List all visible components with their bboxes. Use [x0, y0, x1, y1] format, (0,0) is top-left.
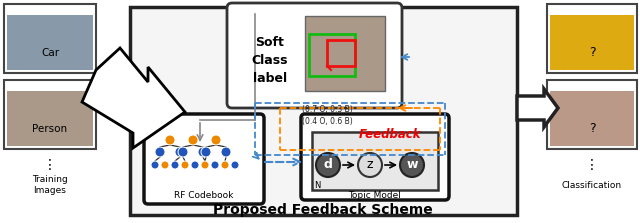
Text: Feedback: Feedback: [358, 128, 421, 142]
Circle shape: [155, 147, 165, 157]
Circle shape: [188, 135, 198, 145]
Circle shape: [221, 147, 231, 157]
Text: ⋮: ⋮: [585, 158, 599, 172]
Text: ?: ?: [589, 122, 595, 136]
Text: RF Codebook: RF Codebook: [174, 192, 234, 200]
Circle shape: [191, 161, 199, 169]
Circle shape: [201, 161, 209, 169]
Bar: [7, 91, 93, 146]
FancyBboxPatch shape: [547, 4, 637, 73]
FancyBboxPatch shape: [130, 7, 517, 215]
Circle shape: [171, 161, 179, 169]
Polygon shape: [82, 48, 185, 148]
Text: N: N: [314, 180, 321, 190]
FancyBboxPatch shape: [547, 80, 637, 149]
Circle shape: [178, 147, 188, 157]
Circle shape: [221, 161, 229, 169]
Circle shape: [201, 147, 211, 157]
Text: Car: Car: [41, 48, 59, 58]
Circle shape: [175, 147, 185, 157]
Text: Topic Model: Topic Model: [349, 190, 401, 200]
FancyBboxPatch shape: [312, 132, 438, 190]
Circle shape: [358, 153, 382, 177]
FancyBboxPatch shape: [4, 80, 96, 149]
Text: Classification: Classification: [562, 180, 622, 190]
Text: ?: ?: [589, 47, 595, 60]
Circle shape: [198, 147, 208, 157]
Text: Training
Images: Training Images: [32, 175, 68, 195]
FancyArrow shape: [517, 89, 558, 127]
FancyBboxPatch shape: [4, 4, 96, 73]
Text: z: z: [367, 159, 373, 171]
Text: (0.7 O, 0.3 B)
(0.4 O, 0.6 B): (0.7 O, 0.3 B) (0.4 O, 0.6 B): [302, 105, 353, 126]
Bar: [309, 34, 355, 76]
FancyBboxPatch shape: [144, 114, 264, 204]
Circle shape: [161, 161, 169, 169]
Text: Proposed Feedback Scheme: Proposed Feedback Scheme: [213, 203, 433, 217]
Bar: [305, 16, 385, 91]
Bar: [305, 16, 385, 91]
FancyBboxPatch shape: [227, 3, 402, 108]
Bar: [327, 40, 355, 66]
Circle shape: [231, 161, 239, 169]
Circle shape: [400, 153, 424, 177]
Text: Soft
Class
label: Soft Class label: [252, 35, 288, 85]
Circle shape: [181, 161, 189, 169]
Bar: [7, 15, 93, 70]
Circle shape: [316, 153, 340, 177]
FancyBboxPatch shape: [301, 114, 449, 200]
Text: Person: Person: [33, 124, 68, 134]
Circle shape: [151, 161, 159, 169]
Circle shape: [165, 135, 175, 145]
Text: ⋮: ⋮: [43, 158, 57, 172]
Bar: [550, 15, 634, 70]
Bar: [550, 91, 634, 146]
Text: w: w: [406, 159, 418, 171]
Text: d: d: [324, 159, 332, 171]
Circle shape: [211, 135, 221, 145]
Circle shape: [211, 161, 219, 169]
